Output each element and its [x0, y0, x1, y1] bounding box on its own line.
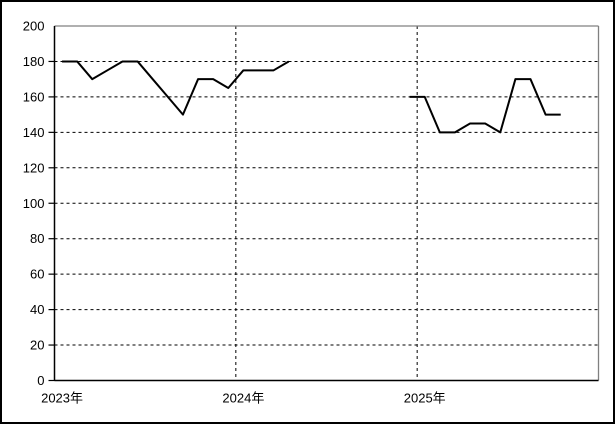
y-axis-tick-label: 100 [23, 196, 45, 211]
y-axis-tick-label: 20 [30, 338, 44, 353]
x-axis-tick-label: 2025年 [404, 391, 446, 406]
y-axis-tick-label: 140 [23, 125, 45, 140]
y-axis-tick-label: 180 [23, 54, 45, 69]
y-axis-tick-label: 0 [37, 373, 44, 388]
y-axis-tick-label: 40 [30, 302, 44, 317]
y-axis-tick-label: 120 [23, 160, 45, 175]
x-axis-tick-label: 2024年 [222, 391, 264, 406]
y-axis-tick-label: 60 [30, 267, 44, 282]
series-line [409, 78, 561, 134]
y-axis-tick-label: 80 [30, 231, 44, 246]
y-axis-tick-label: 200 [23, 19, 45, 34]
series-line [62, 60, 290, 116]
y-axis-tick-label: 160 [23, 89, 45, 104]
x-axis-tick-label: 2023年 [41, 391, 83, 406]
